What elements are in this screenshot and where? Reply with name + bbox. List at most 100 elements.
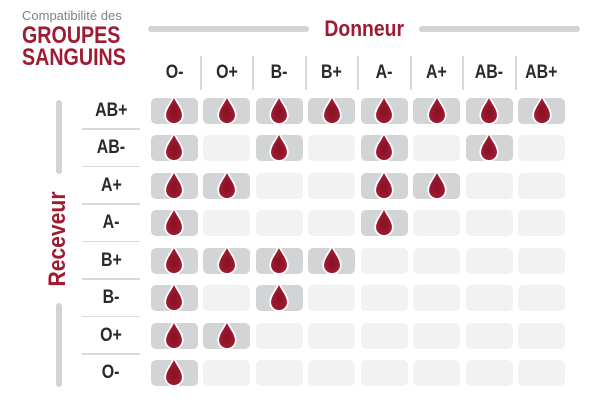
grid-cell-AB+-B+ — [306, 92, 359, 130]
grid-cell-O+-AB+ — [516, 317, 569, 355]
donor-col-header-label: A- — [375, 62, 393, 83]
incompatible-cell-pill — [360, 360, 408, 387]
incompatible-cell-pill — [518, 135, 566, 162]
grid-cell-A+-B+ — [306, 167, 359, 205]
grid-cell-B+-B- — [253, 242, 306, 280]
grid-cell-AB--A+ — [411, 130, 464, 168]
grid-cell-B--O+ — [201, 280, 254, 318]
grid-cell-O--B- — [253, 355, 306, 393]
donor-col-header-label: B+ — [321, 62, 343, 83]
incompatible-cell-pill — [255, 172, 303, 199]
receiver-row-label-text: AB- — [96, 137, 126, 159]
grid-cell-A--B- — [253, 205, 306, 243]
grid-cell-B--AB- — [463, 280, 516, 318]
donor-axis-title: Donneur — [324, 16, 404, 41]
receiver-row-label-B-: B- — [80, 280, 142, 318]
grid-cell-O+-O- — [148, 317, 201, 355]
receiver-row-label-AB+: AB+ — [80, 92, 142, 130]
receiver-row-label-O+: O+ — [80, 317, 142, 355]
grid-cell-AB--A- — [358, 130, 411, 168]
incompatible-cell-pill — [465, 210, 513, 237]
donor-axis-line-left — [148, 26, 309, 32]
blood-drop-icon — [164, 244, 184, 275]
blood-drop-icon — [479, 132, 499, 163]
donor-col-header-AB+: AB+ — [514, 54, 569, 92]
incompatible-cell-pill — [255, 360, 303, 387]
incompatible-cell-pill — [203, 360, 251, 387]
donor-col-header-A-: A- — [357, 54, 411, 92]
grid-cell-AB--B- — [253, 130, 306, 168]
incompatible-cell-pill — [413, 135, 461, 162]
grid-cell-B--O- — [148, 280, 201, 318]
receiver-row-label-O-: O- — [80, 355, 142, 393]
grid-cell-A+-AB- — [463, 167, 516, 205]
grid-cell-O--AB+ — [516, 355, 569, 393]
donor-col-header-O-: O- — [148, 54, 201, 92]
incompatible-cell-pill — [413, 247, 461, 274]
incompatible-cell-pill — [518, 285, 566, 312]
incompatible-cell-pill — [465, 360, 513, 387]
compatibility-grid — [148, 92, 568, 392]
grid-cell-A+-A+ — [411, 167, 464, 205]
blood-drop-icon — [269, 132, 289, 163]
blood-drop-icon — [532, 94, 552, 125]
grid-cell-AB--AB- — [463, 130, 516, 168]
receiver-row-label-text: A- — [102, 212, 120, 234]
donor-col-header-label: O- — [165, 62, 184, 83]
receiver-row-label-A-: A- — [80, 205, 142, 243]
grid-cell-B--B- — [253, 280, 306, 318]
grid-cell-AB+-AB- — [463, 92, 516, 130]
grid-cell-A+-A- — [358, 167, 411, 205]
blood-drop-icon — [217, 319, 237, 350]
grid-cell-AB--AB+ — [516, 130, 569, 168]
incompatible-cell-pill — [518, 322, 566, 349]
donor-column-headers: O- O+ B- B+ A- A+ AB- AB+ — [148, 54, 568, 92]
incompatible-cell-pill — [308, 172, 356, 199]
incompatible-cell-pill — [360, 285, 408, 312]
incompatible-cell-pill — [465, 247, 513, 274]
grid-cell-A--O- — [148, 205, 201, 243]
grid-cell-O+-B+ — [306, 317, 359, 355]
grid-cell-O--O- — [148, 355, 201, 393]
incompatible-cell-pill — [413, 210, 461, 237]
grid-cell-AB--O+ — [201, 130, 254, 168]
grid-cell-B+-O- — [148, 242, 201, 280]
blood-drop-icon — [164, 132, 184, 163]
receiver-row-label-text: B- — [102, 287, 120, 309]
receiver-row-label-text: AB+ — [94, 99, 128, 121]
blood-drop-icon — [269, 244, 289, 275]
grid-cell-O+-A- — [358, 317, 411, 355]
blood-drop-icon — [217, 94, 237, 125]
receiver-row-label-AB-: AB- — [80, 130, 142, 168]
incompatible-cell-pill — [360, 247, 408, 274]
incompatible-cell-pill — [308, 285, 356, 312]
chart-title-line1: GROUPES — [22, 22, 121, 49]
blood-drop-icon — [427, 94, 447, 125]
grid-cell-A+-AB+ — [516, 167, 569, 205]
incompatible-cell-pill — [465, 172, 513, 199]
incompatible-cell-pill — [465, 322, 513, 349]
donor-axis-line-right — [419, 26, 581, 32]
donor-col-header-label: A+ — [426, 62, 448, 83]
blood-drop-icon — [479, 94, 499, 125]
blood-drop-icon — [374, 169, 394, 200]
incompatible-cell-pill — [255, 322, 303, 349]
blood-drop-icon — [164, 319, 184, 350]
grid-cell-A--A+ — [411, 205, 464, 243]
donor-col-header-label: AB- — [475, 62, 504, 83]
receiver-axis-line-bottom — [56, 303, 62, 387]
incompatible-cell-pill — [255, 210, 303, 237]
donor-col-header-B-: B- — [252, 54, 306, 92]
chart-title-block: Compatibilité des GROUPES SANGUINS — [22, 8, 149, 70]
blood-drop-icon — [374, 94, 394, 125]
donor-col-header-AB-: AB- — [462, 54, 516, 92]
grid-cell-A--AB- — [463, 205, 516, 243]
grid-cell-AB+-O+ — [201, 92, 254, 130]
incompatible-cell-pill — [518, 360, 566, 387]
grid-cell-AB--O- — [148, 130, 201, 168]
blood-drop-icon — [164, 94, 184, 125]
grid-cell-B--A+ — [411, 280, 464, 318]
grid-cell-O--B+ — [306, 355, 359, 393]
grid-cell-AB+-A+ — [411, 92, 464, 130]
grid-cell-AB+-B- — [253, 92, 306, 130]
